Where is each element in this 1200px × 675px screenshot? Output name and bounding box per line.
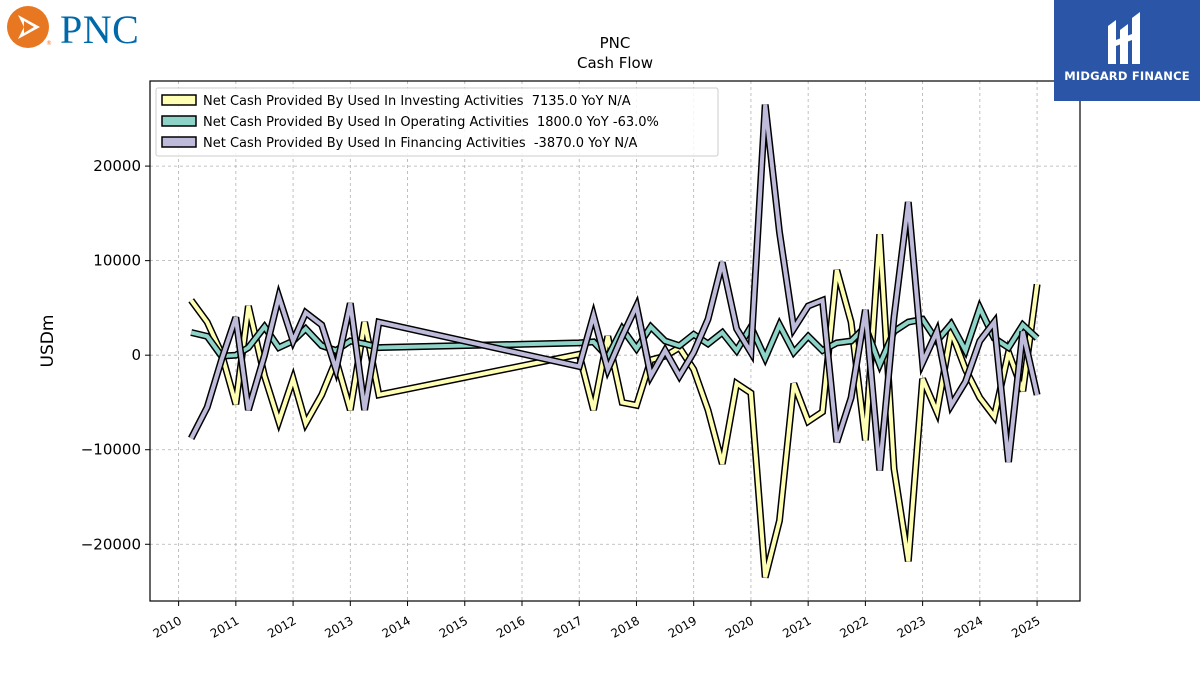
series-line	[189, 234, 1040, 578]
legend-label: Net Cash Provided By Used In Investing A…	[203, 94, 631, 109]
series-line-outline	[188, 104, 1041, 471]
series-line	[189, 104, 1040, 471]
legend-label: Net Cash Provided By Used In Operating A…	[203, 115, 659, 130]
x-tick-label: 2015	[437, 613, 470, 640]
chart-subtitle: Cash Flow	[577, 54, 653, 72]
x-tick-label: 2016	[494, 613, 527, 640]
plot-frame	[149, 80, 1081, 602]
legend-swatch	[161, 136, 197, 148]
pnc-registered-mark: ®	[46, 40, 52, 47]
x-tick-label: 2017	[551, 613, 584, 640]
pnc-logo: ® PNC	[6, 4, 156, 52]
pnc-wordmark: PNC	[60, 7, 140, 52]
series-1	[188, 233, 1041, 579]
legend-swatch	[161, 115, 197, 127]
series-3	[188, 104, 1041, 471]
series-lines	[188, 104, 1041, 579]
series-2	[190, 298, 1040, 374]
midgard-emblem-icon	[1108, 12, 1140, 64]
series-line	[190, 302, 1039, 370]
legend-swatch	[161, 94, 197, 106]
x-tick-label: 2018	[609, 613, 642, 640]
chart-title: PNC	[600, 34, 631, 52]
y-tick-label: 20000	[93, 157, 141, 175]
x-tick-label: 2020	[723, 613, 756, 640]
x-tick-label: 2022	[837, 613, 870, 640]
x-tick-label: 2023	[895, 613, 928, 640]
y-tick-label: −20000	[81, 535, 141, 553]
x-tick-label: 2024	[952, 613, 985, 640]
legend-box	[155, 87, 719, 157]
x-tick-label: 2019	[666, 613, 699, 640]
x-tick-label: 2012	[265, 613, 298, 640]
x-tick-label: 2013	[322, 613, 355, 640]
midgard-finance-label: MIDGARD FINANCE	[1064, 69, 1190, 83]
x-tick-label: 2014	[380, 613, 413, 640]
x-tick-label: 2011	[208, 613, 241, 640]
y-axis-label: USDm	[38, 315, 58, 368]
x-tick-label: 2025	[1009, 613, 1042, 640]
y-tick-label: −10000	[81, 441, 141, 459]
pnc-emblem-icon	[7, 6, 49, 48]
x-tick-label: 2021	[780, 613, 813, 640]
midgard-finance-watermark: MIDGARD FINANCE	[1054, 0, 1200, 101]
y-tick-label: 0	[131, 346, 141, 364]
y-axis: 20000 10000 0 −10000 −20000	[81, 157, 150, 553]
legend: Net Cash Provided By Used In Investing A…	[155, 87, 719, 157]
x-axis: 2010 2011 2012 2013 2014 2015 2016 2017 2018 2019…	[151, 601, 1043, 641]
y-tick-label: 10000	[93, 252, 141, 270]
legend-label: Net Cash Provided By Used In Financing A…	[203, 136, 638, 151]
x-tick-label: 2010	[151, 613, 184, 640]
